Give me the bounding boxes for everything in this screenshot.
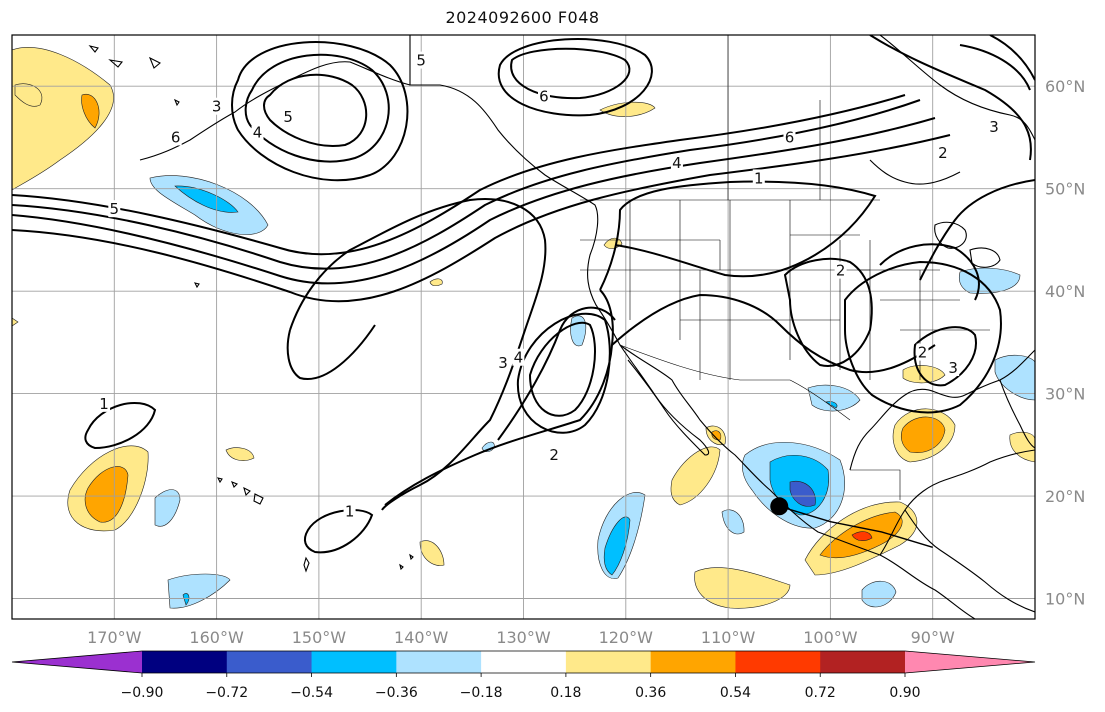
contour-label-bg-13 [497,353,510,371]
lon-label-7: 100°W [803,628,858,647]
colorbar-segment-1 [142,651,228,673]
contour-label-bg-0 [282,107,295,125]
contour-label-0: 5 [283,108,293,126]
contour-label-bg-12 [108,200,121,218]
lon-label-6: 110°W [701,628,756,647]
contour-label-15: 2 [549,446,559,464]
lat-label-5: 10°N [1045,590,1085,609]
contour-label-3: 6 [171,128,181,146]
latitude-labels: 60°N 50°N 40°N 30°N 20°N 10°N [1045,77,1085,608]
contour-label-bg-8 [988,118,1001,136]
lat-label-2: 40°N [1045,282,1085,301]
contour-label-11: 2 [836,262,846,280]
colorbar-label-8: 0.72 [805,685,836,701]
contour-label-9: 2 [938,144,948,162]
colorbar-segment-2 [226,651,313,673]
contour-lines [12,35,1035,554]
contour-label-17: 1 [345,502,355,520]
contour-label-bg-2 [251,123,264,141]
colorbar-label-4: −0.18 [460,685,503,701]
contour-label-7: 4 [672,154,682,172]
longitude-labels: 170°W 160°W 150°W 140°W 130°W 120°W 110°W 100°W… [87,628,955,647]
colorbar-label-9: 0.90 [889,685,920,701]
contour-label-8: 3 [989,118,999,136]
colorbar-label-3: −0.36 [375,685,418,701]
lat-label-4: 20°N [1045,487,1085,506]
lat-label-1: 50°N [1045,180,1085,199]
lon-label-5: 120°W [599,628,654,647]
filled-anomaly-areas [12,47,1035,609]
contour-label-bg-17 [343,502,356,520]
contour-label-bg-18 [916,343,929,361]
colorbar-segment-0 [12,651,142,673]
storm-track-line [779,505,933,548]
contour-label-bg-7 [670,154,683,172]
contour-label-19: 3 [948,359,958,377]
storm-center-marker [770,497,789,516]
map-frame [11,34,1036,620]
colorbar-label-6: 0.36 [635,685,666,701]
colorbar-label-5: 0.18 [550,685,581,701]
contour-label-bg-5 [537,87,550,105]
contour-label-16: 1 [99,395,109,413]
colorbar-label-0: −0.90 [121,685,164,701]
coastlines [88,35,1035,619]
colorbar-segment-4 [396,651,482,673]
contour-label-10: 1 [754,169,764,187]
colorbar-segment-8 [735,651,821,673]
contour-label-5: 6 [539,87,549,105]
colorbar-segment-3 [311,651,397,673]
colorbar-segment-6 [565,651,652,673]
colorbar-label-2: −0.54 [290,685,333,701]
contour-label-6: 6 [785,128,795,146]
colorbar-label-7: 0.54 [720,685,751,701]
contour-label-14: 4 [514,349,524,367]
lat-label-3: 30°N [1045,385,1085,404]
contour-label-1: 3 [212,98,222,116]
lon-label-8: 90°W [911,628,955,647]
contour-label-bg-9 [936,143,949,161]
contour-label-18: 2 [918,344,928,362]
lon-label-0: 170°W [87,628,142,647]
colorbar-tick-labels: −0.90 −0.72 −0.54 −0.36 −0.18 0.18 0.36 0.54 0.7… [121,673,921,701]
colorbar-segment-7 [650,651,736,673]
colorbar-segment-5 [481,651,567,673]
contour-label-bg-4 [415,51,428,69]
lat-label-0: 60°N [1045,77,1085,96]
lon-label-1: 160°W [189,628,244,647]
contour-label-13: 3 [498,354,508,372]
contour-label-bg-16 [98,394,111,412]
contour-label-4: 5 [416,52,426,70]
contour-label-bg-15 [548,446,561,464]
contour-label-bg-19 [947,358,960,376]
contour-label-bg-6 [783,128,796,146]
colorbar-segment-10 [905,651,1035,673]
contour-label-bg-14 [512,348,525,366]
colorbar-label-1: −0.72 [205,685,248,701]
colorbar-segment-9 [820,651,906,673]
contour-label-bg-1 [210,97,223,115]
map-title: 2024092600 F048 [445,8,600,27]
colorbar [11,650,1036,674]
lon-label-3: 140°W [394,628,449,647]
contour-label-bg-10 [752,169,765,187]
contour-label-12: 5 [110,200,120,218]
lon-label-2: 150°W [292,628,347,647]
lon-label-4: 130°W [496,628,551,647]
contour-label-bg-3 [169,128,182,146]
contour-label-2: 4 [253,123,263,141]
contour-label-bg-11 [834,261,847,279]
